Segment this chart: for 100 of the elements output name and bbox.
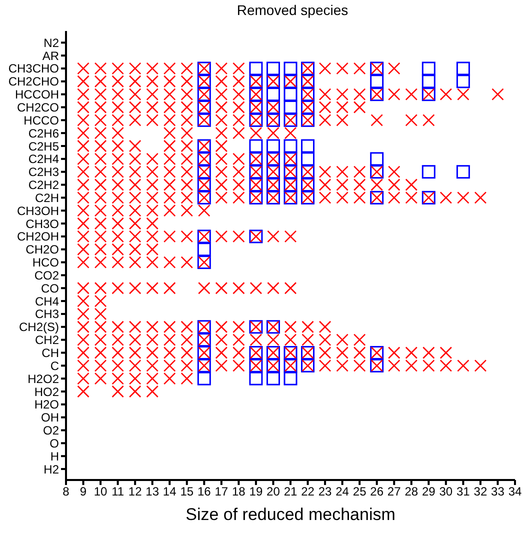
point: [232, 152, 245, 166]
point: [77, 243, 90, 256]
point: [284, 126, 297, 140]
point: [267, 230, 280, 243]
point: [94, 256, 107, 268]
x-tick-label: 23: [318, 484, 332, 499]
point: [128, 62, 142, 75]
x-tick-label: 8: [62, 484, 70, 499]
y-tick-label: H: [50, 449, 59, 464]
point: [77, 88, 90, 100]
point: [422, 62, 436, 76]
point: [112, 62, 124, 75]
point: [353, 88, 366, 100]
point: [163, 88, 176, 100]
point: [128, 114, 142, 126]
point: [77, 334, 90, 346]
y-tick-label: HCO: [32, 256, 59, 270]
point: [163, 192, 176, 204]
point: [456, 165, 470, 179]
point: [318, 166, 332, 178]
y-tick-label: N2: [44, 36, 60, 50]
point: [388, 346, 400, 359]
point: [353, 192, 366, 204]
point: [318, 178, 332, 191]
point: [146, 217, 158, 230]
y-tick-label: CO2: [34, 268, 60, 282]
point: [215, 140, 228, 152]
point: [405, 88, 418, 100]
x-axis-title: Size of reduced mechanism: [186, 505, 396, 524]
point: [215, 62, 228, 75]
point: [456, 62, 470, 76]
point: [180, 346, 194, 359]
point: [94, 230, 107, 243]
point: [405, 114, 418, 126]
point: [128, 282, 142, 294]
x-tick-label: 13: [146, 484, 160, 499]
point: [266, 62, 280, 76]
x-tick-label: 12: [128, 484, 142, 499]
point: [77, 166, 90, 178]
point: [353, 334, 366, 346]
point: [180, 360, 194, 372]
point: [370, 152, 384, 166]
x-tick-label: 24: [336, 484, 350, 499]
point: [94, 152, 107, 166]
point: [146, 192, 158, 204]
x-tick-label: 17: [214, 484, 228, 499]
point: [146, 360, 158, 372]
y-tick-label: OH: [41, 410, 59, 425]
point: [197, 372, 211, 386]
chart-title: Removed species: [236, 2, 350, 18]
point: [128, 192, 142, 204]
point: [128, 217, 142, 230]
point: [318, 88, 332, 100]
point: [146, 385, 158, 398]
point: [318, 101, 332, 114]
point: [94, 360, 107, 372]
point: [405, 346, 418, 359]
point: [301, 139, 315, 153]
point: [284, 62, 298, 76]
y-tick-label: CH2CHO: [8, 74, 59, 89]
point: [249, 372, 263, 386]
point: [146, 62, 158, 75]
point: [232, 360, 245, 372]
point: [198, 204, 210, 217]
point: [94, 62, 107, 75]
point: [146, 166, 158, 178]
point: [267, 334, 280, 346]
point: [232, 114, 245, 126]
y-tick-label: H2: [44, 462, 60, 476]
point: [353, 166, 366, 178]
x-tick-label: 29: [422, 484, 436, 499]
point: [146, 101, 158, 114]
point: [232, 334, 245, 346]
point: [128, 243, 142, 256]
point: [353, 360, 366, 372]
point: [163, 204, 176, 217]
point: [128, 88, 142, 100]
y-tick-label: CH2OH: [16, 230, 59, 244]
point: [232, 282, 245, 294]
point: [422, 165, 436, 179]
point: [336, 192, 348, 204]
point: [77, 282, 90, 294]
x-tick-label: 26: [370, 484, 384, 499]
point: [422, 346, 435, 359]
point: [163, 320, 176, 334]
point: [422, 360, 435, 372]
y-tick-label: CH3O: [26, 216, 59, 231]
point: [94, 294, 107, 308]
point: [112, 372, 124, 385]
point: [94, 140, 107, 152]
point: [198, 282, 210, 294]
y-tick-label: C2H4: [28, 152, 60, 166]
point: [353, 346, 366, 359]
point: [180, 62, 194, 75]
point: [232, 88, 245, 100]
point: [77, 152, 90, 166]
x-tick-label: 28: [404, 484, 418, 499]
point: [232, 75, 245, 88]
point: [215, 152, 228, 166]
point: [163, 282, 176, 294]
